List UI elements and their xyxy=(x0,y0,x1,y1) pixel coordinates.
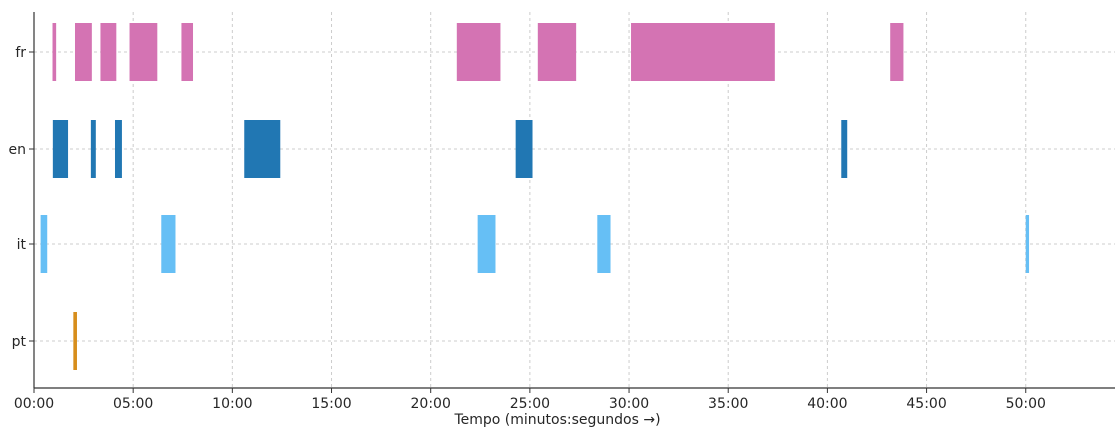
bars-layer xyxy=(40,23,1030,370)
x-tick-label: 35:00 xyxy=(708,396,748,412)
bar-segment-en xyxy=(515,120,533,178)
y-tick-label-it: it xyxy=(17,237,27,253)
bar-segment-it xyxy=(1025,215,1030,273)
bar-segment-fr xyxy=(100,23,117,81)
bar-segment-fr xyxy=(890,23,904,81)
x-tick-label: 10:00 xyxy=(212,396,252,412)
bar-segment-it xyxy=(477,215,496,273)
bar-segment-pt xyxy=(73,312,77,370)
x-tick-label: 05:00 xyxy=(113,396,153,412)
bar-segment-en xyxy=(114,120,122,178)
x-tick-label: 50:00 xyxy=(1006,396,1046,412)
bar-segment-it xyxy=(161,215,176,273)
bar-segment-fr xyxy=(52,23,57,81)
axes-layer xyxy=(33,12,1115,389)
bar-segment-fr xyxy=(537,23,577,81)
grid-layer xyxy=(33,12,1115,388)
bar-segment-fr xyxy=(456,23,501,81)
bar-segment-fr xyxy=(631,23,775,81)
x-tick-label: 30:00 xyxy=(609,396,649,412)
x-tick-label: 00:00 xyxy=(14,396,54,412)
bar-segment-fr xyxy=(74,23,92,81)
bar-segment-it xyxy=(40,215,48,273)
x-tick-label: 40:00 xyxy=(807,396,847,412)
bar-segment-fr xyxy=(181,23,194,81)
x-tick-label: 45:00 xyxy=(906,396,946,412)
bar-segment-en xyxy=(841,120,848,178)
bar-segment-fr xyxy=(129,23,158,81)
ticks-layer: 00:00 05:00 10:00 15:00 20:00 25:00 30:00 35:00… xyxy=(9,45,1046,412)
x-tick-label: 15:00 xyxy=(311,396,351,412)
y-tick-label-fr: fr xyxy=(15,45,26,61)
bar-segment-en xyxy=(52,120,69,178)
bar-segment-en xyxy=(244,120,281,178)
y-tick-label-pt: pt xyxy=(12,334,27,350)
bar-segment-en xyxy=(90,120,96,178)
bar-segment-it xyxy=(597,215,611,273)
x-axis-title: Tempo (minutos:segundos →) xyxy=(453,412,660,428)
x-tick-label: 20:00 xyxy=(411,396,451,412)
y-tick-label-en: en xyxy=(9,142,27,158)
x-tick-label: 25:00 xyxy=(510,396,550,412)
